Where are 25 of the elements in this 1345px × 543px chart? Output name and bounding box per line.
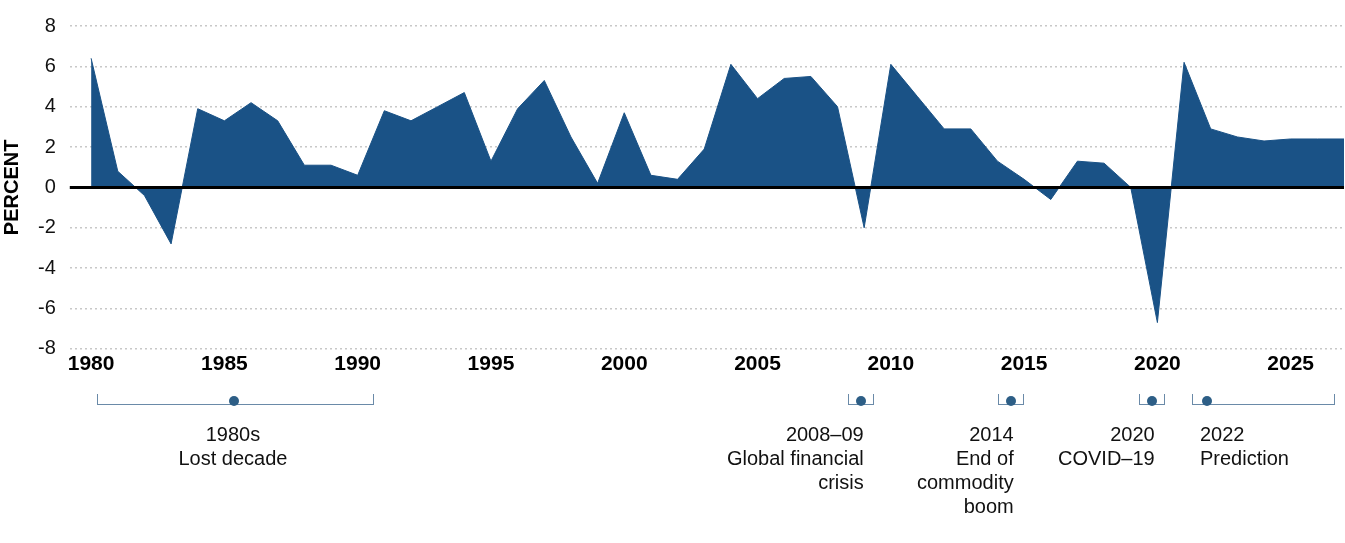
x-tick-label: 2015 — [1000, 351, 1048, 375]
y-tick-label: 2 — [44, 134, 56, 157]
y-tick-label: -4 — [37, 255, 56, 278]
text: 2020 COVID–19 — [1058, 422, 1155, 470]
y-tick-label: -8 — [37, 336, 56, 359]
y-tick-label: 4 — [44, 94, 56, 117]
text: 2008–09 Global financial crisis — [727, 422, 864, 494]
text: 2014 End of commodity boom — [917, 422, 1014, 518]
text: 2022 Prediction — [1200, 422, 1289, 470]
x-tick-label: 1980 — [67, 351, 115, 375]
x-tick-label: 2010 — [867, 351, 915, 375]
x-tick-label: 2025 — [1267, 351, 1315, 375]
y-tick-label: 0 — [44, 174, 56, 197]
y-axis-title: PERCENT — [0, 139, 22, 236]
y-tick-label: 8 — [44, 13, 56, 36]
text: 1980s Lost decade — [178, 422, 288, 470]
x-tick-label: 2020 — [1134, 351, 1181, 375]
y-tick-label: 6 — [44, 53, 56, 76]
y-tick-label: -2 — [37, 215, 56, 238]
x-tick-label: 1995 — [467, 351, 515, 375]
x-tick-label: 1985 — [201, 351, 249, 375]
x-tick-label: 2005 — [734, 351, 782, 375]
x-tick-label: 1990 — [334, 351, 382, 375]
y-tick-label: -6 — [37, 295, 56, 318]
x-tick-label: 2000 — [600, 351, 648, 375]
